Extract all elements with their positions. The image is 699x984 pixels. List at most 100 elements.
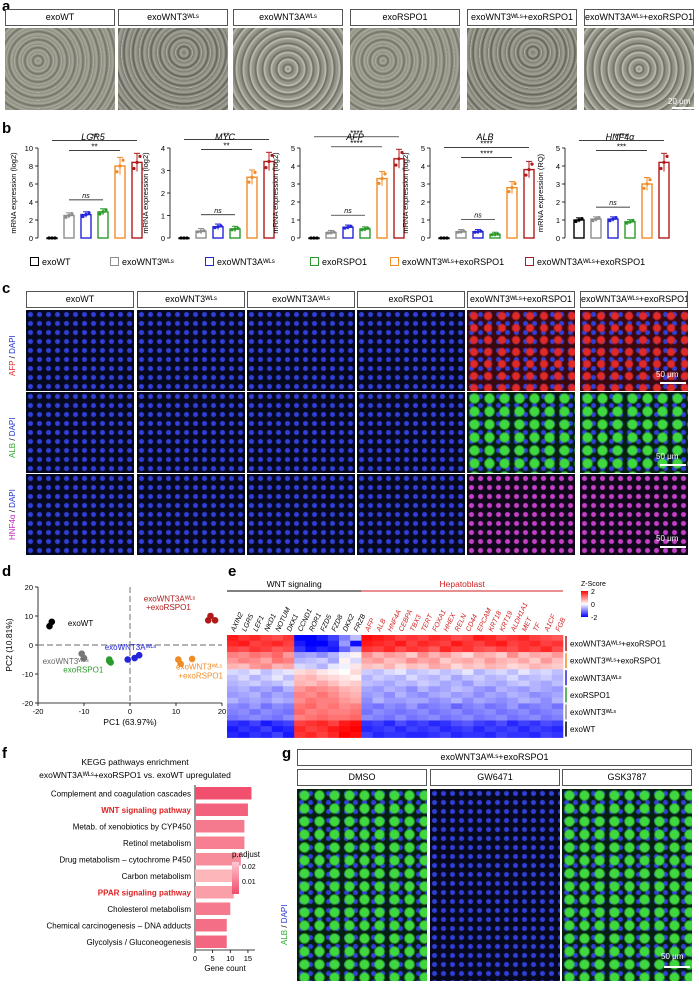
heatmap-cell (529, 686, 541, 693)
heatmap-cell (305, 714, 317, 721)
heatmap-cell (439, 640, 452, 647)
data-point (496, 232, 500, 236)
heatmap-cell (249, 652, 261, 659)
heatmap-cell (372, 692, 385, 698)
heatmap-cell (372, 657, 385, 664)
heatmap-cell (350, 669, 362, 676)
data-point (608, 219, 612, 223)
heatmap-cell (316, 657, 329, 664)
heatmap-cell (406, 652, 418, 659)
heatmap-cell (227, 663, 239, 670)
y-tick-label: 0 (29, 641, 33, 650)
data-point (98, 212, 102, 216)
panel-a-header: exoWNT3Aᵂᴸˢ+exoRSPO1 (584, 9, 694, 26)
y-tick-label: 2 (29, 216, 33, 225)
heatmap-cell (260, 709, 273, 716)
legend-swatch (110, 257, 119, 266)
heatmap-cell (260, 640, 273, 647)
heatmap-cell (316, 686, 329, 693)
heatmap-cell (395, 686, 407, 693)
heatmap-cell (316, 731, 329, 738)
heatmap-cell (227, 731, 239, 738)
heatmap-cell (249, 720, 261, 727)
heatmap-cell (383, 640, 396, 647)
panel-c-header: exoWNT3ᵂᴸˢ+exoRSPO1 (467, 291, 575, 308)
y-tick-label: 2 (556, 198, 560, 207)
heatmap-cell (238, 686, 250, 693)
data-point (366, 226, 370, 230)
data-point (591, 219, 595, 223)
heatmap-cell (540, 674, 553, 681)
heatmap-cell (473, 703, 485, 710)
heatmap-cell (271, 731, 284, 738)
heatmap-cell (227, 646, 239, 653)
heatmap-cell (540, 635, 553, 641)
legend-item: exoWNT3Aᵂᴸˢ+exoRSPO1 (525, 257, 645, 267)
fluorescence-image (357, 474, 465, 555)
heatmap-cell (316, 674, 329, 681)
heatmap-cell (406, 686, 418, 693)
y-tick-label: 0 (291, 234, 295, 243)
heatmap-cell (484, 674, 497, 681)
group-label-wnt: WNT signaling (267, 579, 322, 589)
heatmap-cell (451, 692, 463, 698)
heatmap-cell (339, 663, 351, 670)
heatmap-cell (495, 674, 508, 681)
heatmap-cell (495, 726, 508, 733)
heatmap-cell (540, 652, 553, 659)
heatmap-cell (238, 646, 250, 653)
heatmap-cell (361, 646, 373, 653)
heatmap-cell (540, 726, 553, 733)
kegg-pathway-label: Drug metabolism – cytochrome P450 (59, 855, 191, 864)
panel-g-row-label: ALB / DAPI (280, 860, 294, 980)
heatmap-cell (361, 714, 373, 721)
heatmap-cell (507, 703, 519, 710)
panel-c-row-label: HNF4α / DAPI (8, 474, 22, 556)
heatmap-cell (294, 657, 306, 664)
x-tick-label: 10 (226, 954, 234, 963)
heatmap-cell (451, 720, 463, 727)
heatmap-cell (260, 731, 273, 738)
pca-label: exoWNT3ᵂᴸˢ (176, 663, 222, 672)
data-point (179, 236, 183, 240)
panel-letter-g: g (282, 745, 292, 762)
heatmap-cell (316, 709, 329, 716)
data-point (121, 158, 125, 162)
heatmap-cell (305, 720, 317, 727)
legend-swatch (310, 257, 319, 266)
heatmap-cell (529, 640, 541, 647)
heatmap-cell (327, 635, 340, 641)
panel-d-pca-plot: -20 -10 0 10 20 -20 -10 0 10 20 PC1 (63.97%) PC2 (1… (4, 583, 226, 727)
heatmap-cell (439, 652, 452, 659)
heatmap-cell (372, 635, 385, 641)
heatmap-cell (305, 663, 317, 670)
heatmap-cell (350, 720, 362, 727)
data-point (625, 221, 629, 225)
heatmap-cell (305, 692, 317, 698)
heatmap-cell (271, 720, 284, 727)
heatmap-cell (417, 646, 429, 653)
heatmap-row-label: exoWT (570, 725, 595, 734)
brightfield-image (233, 28, 343, 110)
data-point (67, 213, 71, 218)
data-point (645, 182, 649, 186)
heatmap-cell (350, 731, 362, 738)
heatmap-cell (283, 640, 295, 647)
data-point (524, 173, 528, 177)
heatmap-cell (294, 709, 306, 716)
heatmap-cell (529, 697, 541, 704)
heatmap-cell (473, 714, 485, 721)
heatmap-cell (383, 686, 396, 693)
heatmap-cell (551, 680, 564, 687)
heatmap-cell (305, 703, 317, 710)
heatmap-cell (283, 697, 295, 704)
heatmap-cell (372, 714, 385, 721)
heatmap-cell (327, 680, 340, 687)
heatmap-cell (439, 674, 452, 681)
pca-point (188, 655, 196, 663)
heatmap-cell (507, 640, 519, 647)
significance-label: ** (223, 142, 229, 151)
y-tick-label: 8 (29, 162, 33, 171)
heatmap-cell (316, 714, 329, 721)
panel-a-header: exoWNT3Aᵂᴸˢ (233, 9, 343, 26)
